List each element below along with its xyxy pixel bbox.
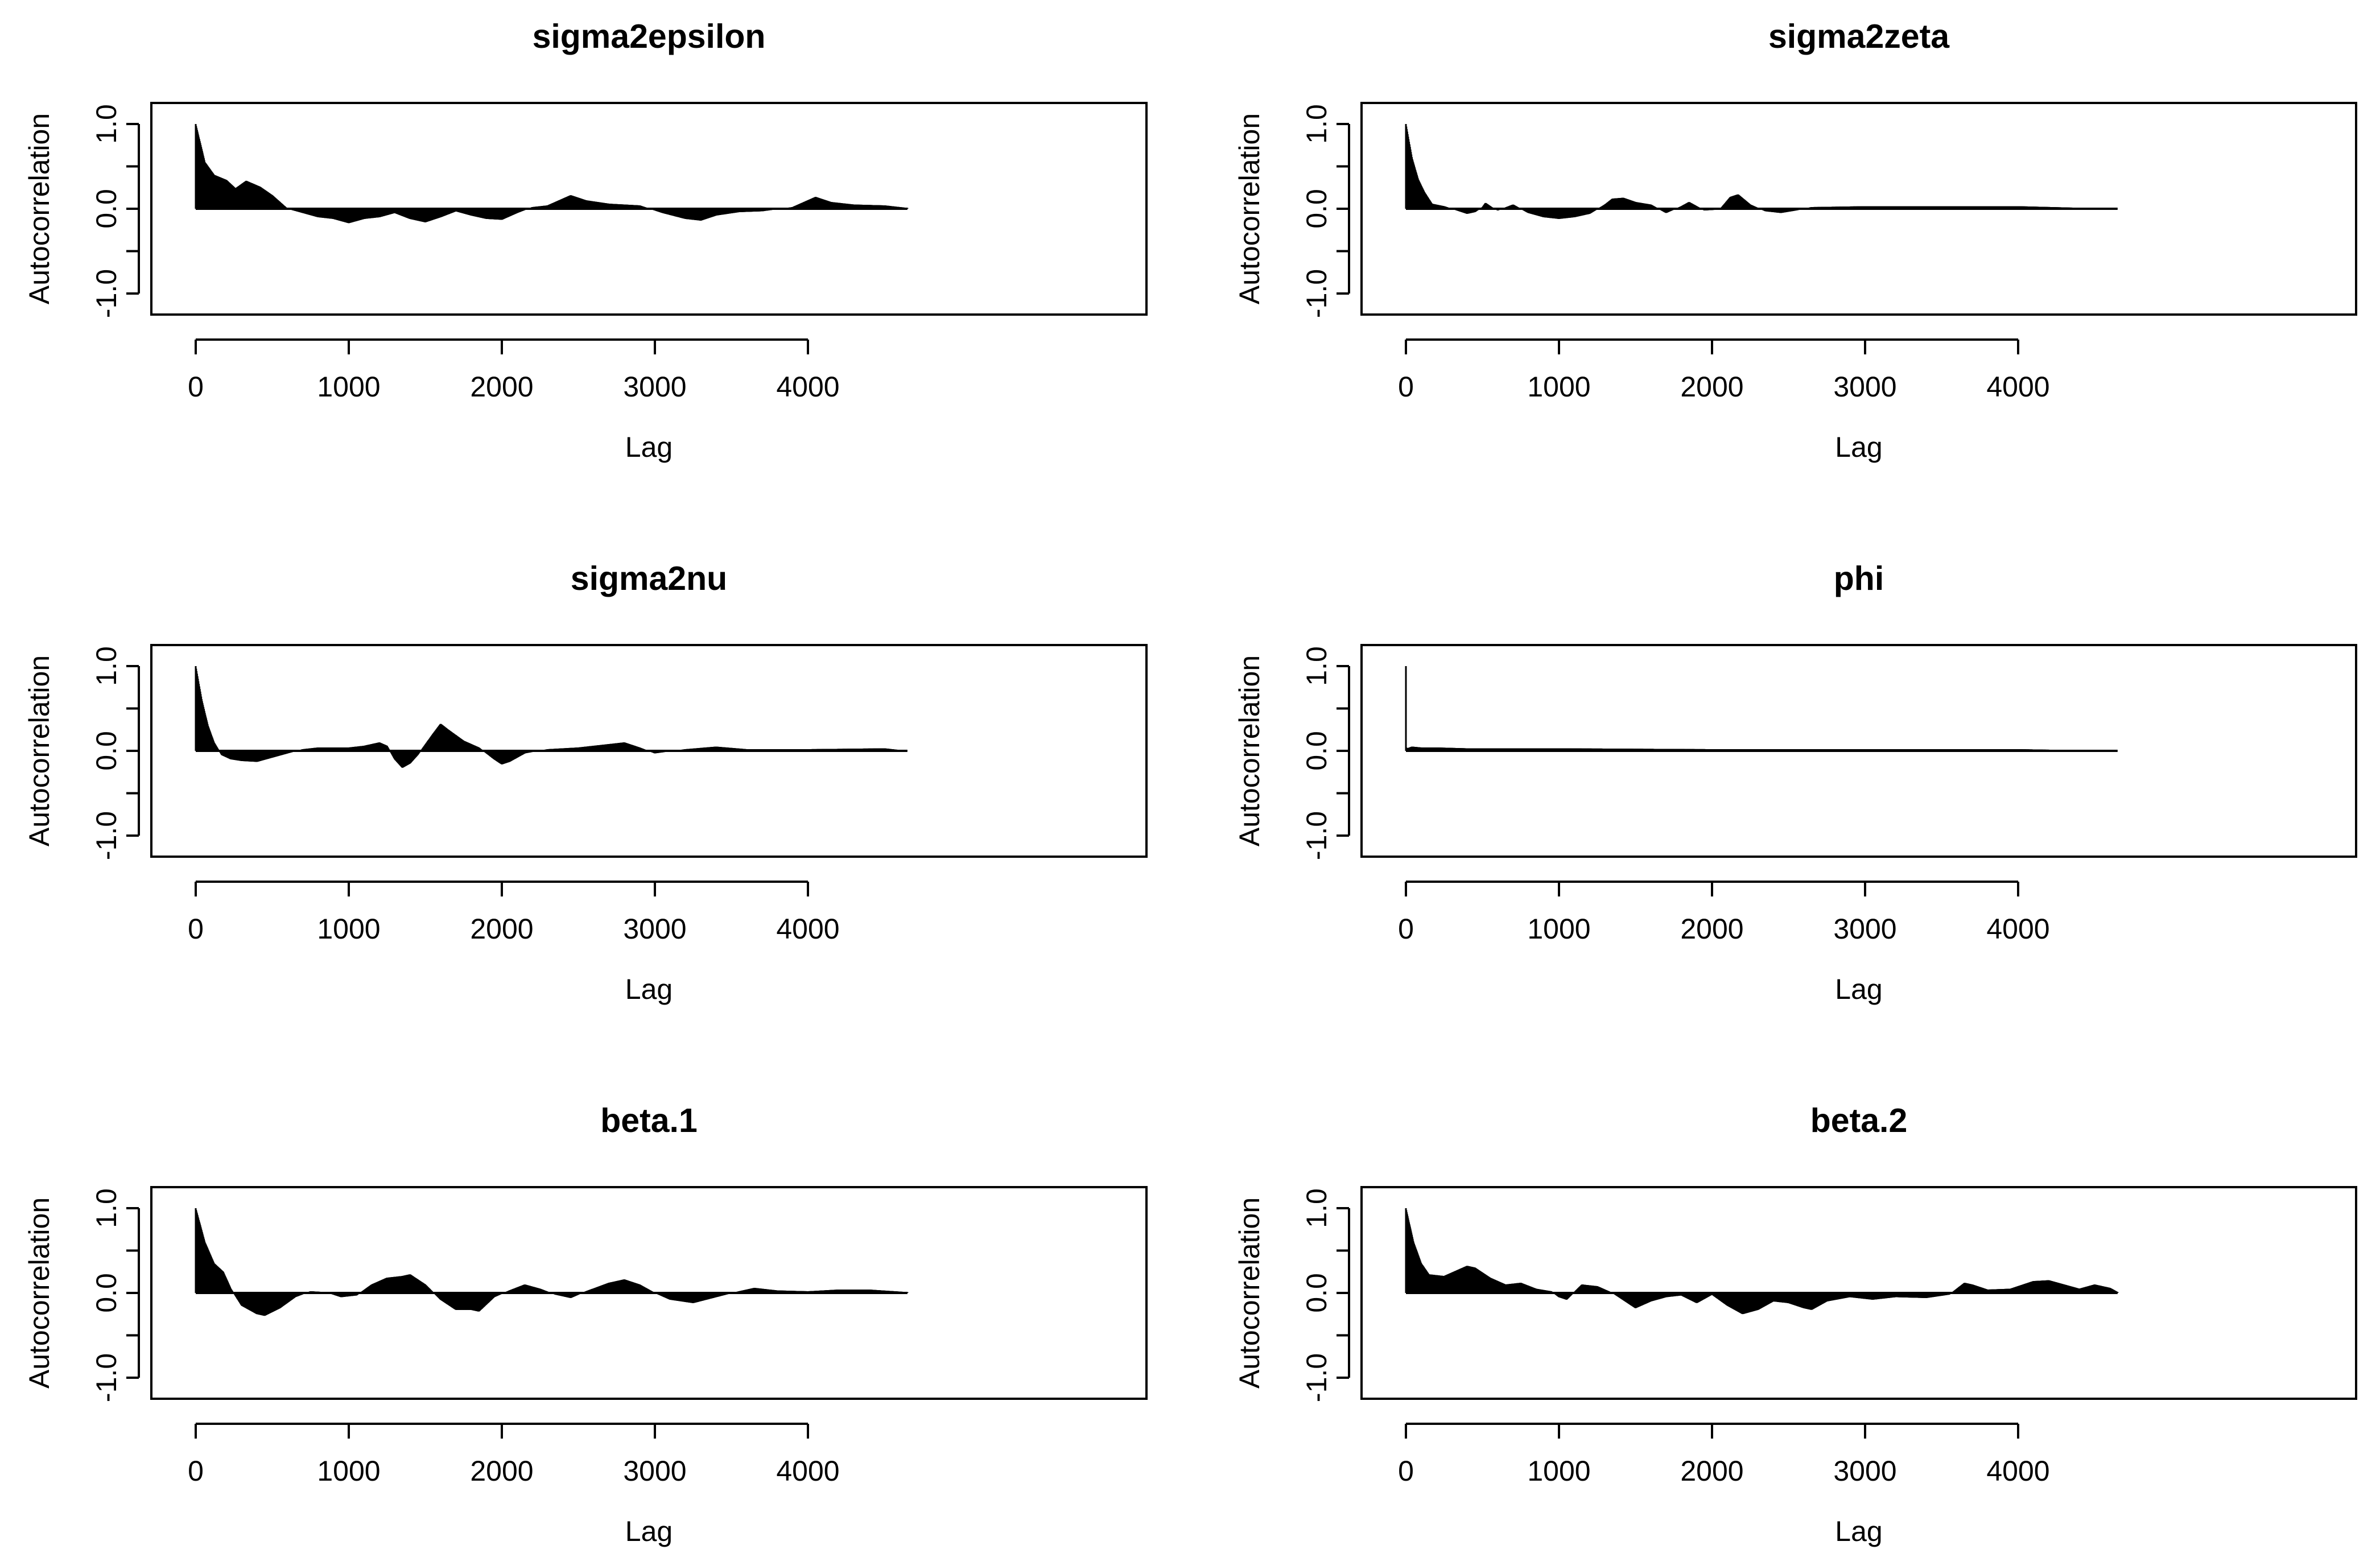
x-tick-label: 2000 bbox=[1680, 371, 1743, 403]
x-tick-label: 2000 bbox=[470, 371, 533, 403]
plot-frame bbox=[150, 102, 1148, 316]
panel-title: phi bbox=[1834, 560, 1884, 597]
x-tick-label: 0 bbox=[1398, 371, 1414, 403]
y-tick-label: -1.0 bbox=[90, 269, 122, 318]
acf-panel-sigma2nu: sigma2nu 0 1000 2000 3000 4000 Lag -1.0 0.0 1.0 Au… bbox=[23, 560, 1148, 1005]
y-tick-label: 0.0 bbox=[1301, 189, 1333, 229]
x-axis-label: Lag bbox=[1835, 431, 1882, 463]
x-axis-label: Lag bbox=[625, 973, 673, 1005]
x-tick-label: 4000 bbox=[1986, 371, 2049, 403]
x-tick-label: 4000 bbox=[776, 371, 839, 403]
plot-frame bbox=[150, 644, 1148, 858]
x-tick-label: 0 bbox=[188, 371, 204, 403]
y-tick-label: -1.0 bbox=[1301, 269, 1333, 318]
x-tick-label: 3000 bbox=[1833, 371, 1896, 403]
plot-frame bbox=[1360, 102, 2357, 316]
y-tick-label: -1.0 bbox=[90, 811, 122, 860]
y-tick-label: 0.0 bbox=[90, 731, 122, 771]
y-tick-label: 1.0 bbox=[1301, 104, 1333, 144]
x-tick-label: 1000 bbox=[1527, 371, 1590, 403]
y-axis-label: Autocorrelation bbox=[23, 655, 55, 846]
acf-panel-sigma2epsilon: sigma2epsilon 0 1000 2000 3000 4000 Lag -1.0 0.0… bbox=[23, 18, 1148, 463]
acf-panel-sigma2zeta: sigma2zeta 0 1000 2000 3000 4000 Lag -1.0 0.0 1.0… bbox=[1234, 18, 2357, 463]
x-tick-label: 4000 bbox=[776, 913, 839, 945]
x-axis-label: Lag bbox=[625, 431, 673, 463]
x-tick-label: 0 bbox=[188, 913, 204, 945]
y-tick-label: 1.0 bbox=[90, 104, 122, 144]
x-tick-label: 3000 bbox=[623, 913, 686, 945]
y-tick-label: 1.0 bbox=[90, 646, 122, 686]
panel-title: sigma2nu bbox=[571, 560, 727, 597]
y-axis-label: Autocorrelation bbox=[23, 113, 55, 304]
acf-bars bbox=[195, 666, 908, 768]
acf-bars bbox=[195, 124, 909, 224]
x-tick-label: 1000 bbox=[317, 371, 380, 403]
x-tick-label: 1000 bbox=[317, 913, 380, 945]
x-tick-label: 2000 bbox=[470, 913, 533, 945]
panel-title: sigma2epsilon bbox=[533, 18, 766, 55]
y-tick-label: 0.0 bbox=[90, 189, 122, 229]
y-axis-label: Autocorrelation bbox=[1234, 113, 1265, 304]
acf-bars bbox=[1405, 666, 2117, 751]
acf-bars bbox=[1405, 124, 2117, 219]
x-tick-label: 3000 bbox=[623, 371, 686, 403]
panel-title: sigma2zeta bbox=[1768, 18, 1950, 55]
